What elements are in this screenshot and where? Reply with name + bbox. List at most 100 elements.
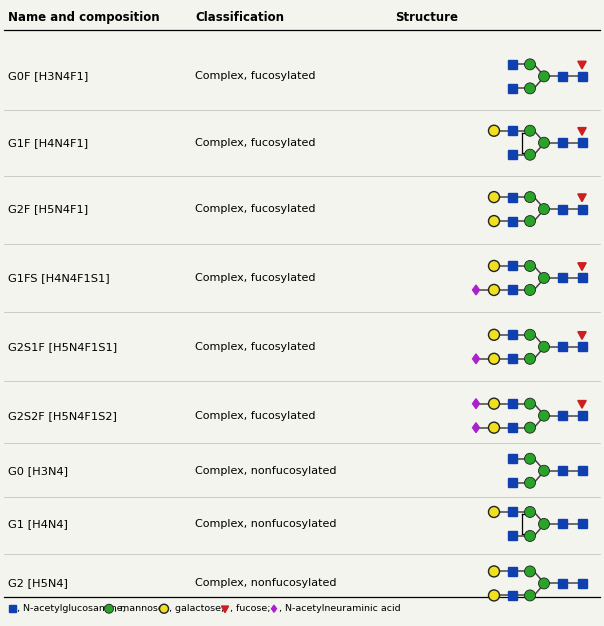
Bar	[577, 205, 586, 213]
Circle shape	[489, 422, 500, 433]
Circle shape	[489, 506, 500, 518]
Bar	[507, 126, 516, 135]
Circle shape	[524, 398, 536, 409]
Polygon shape	[472, 423, 480, 433]
Bar	[557, 72, 567, 81]
Bar	[577, 520, 586, 528]
Text: , galactose;: , galactose;	[169, 604, 224, 613]
Text: G2S2F [H5N4F1S2]: G2S2F [H5N4F1S2]	[8, 411, 117, 421]
Text: G2S1F [H5N4F1S1]: G2S1F [H5N4F1S1]	[8, 342, 117, 352]
Polygon shape	[578, 194, 586, 202]
Text: Complex, nonfucosylated: Complex, nonfucosylated	[195, 519, 336, 529]
Circle shape	[524, 284, 536, 295]
Bar	[507, 531, 516, 540]
Circle shape	[489, 215, 500, 227]
Circle shape	[524, 260, 536, 272]
Circle shape	[159, 604, 169, 613]
Polygon shape	[578, 61, 586, 69]
Text: Structure: Structure	[395, 11, 458, 24]
Bar	[507, 193, 516, 202]
Circle shape	[524, 353, 536, 364]
Polygon shape	[472, 285, 480, 295]
Circle shape	[524, 192, 536, 203]
Text: Classification: Classification	[195, 11, 284, 24]
Circle shape	[524, 59, 536, 70]
Circle shape	[524, 590, 536, 601]
Text: Complex, fucosylated: Complex, fucosylated	[195, 273, 315, 283]
Bar	[507, 454, 516, 463]
Text: , mannose;: , mannose;	[114, 604, 167, 613]
Polygon shape	[472, 399, 480, 409]
Text: G1F [H4N4F1]: G1F [H4N4F1]	[8, 138, 88, 148]
Circle shape	[539, 137, 550, 148]
Circle shape	[489, 284, 500, 295]
Bar	[507, 423, 516, 432]
Circle shape	[539, 518, 550, 530]
Text: Complex, nonfucosylated: Complex, nonfucosylated	[195, 578, 336, 588]
Text: G1 [H4N4]: G1 [H4N4]	[8, 519, 68, 529]
Bar	[557, 466, 567, 475]
Text: Complex, fucosylated: Complex, fucosylated	[195, 138, 315, 148]
Polygon shape	[272, 605, 277, 612]
Circle shape	[524, 477, 536, 488]
Text: G1FS [H4N4F1S1]: G1FS [H4N4F1S1]	[8, 273, 109, 283]
Bar	[507, 508, 516, 516]
Bar	[507, 285, 516, 294]
Bar	[8, 605, 16, 612]
Text: , fucose;: , fucose;	[230, 604, 271, 613]
Bar	[507, 150, 516, 159]
Text: Complex, fucosylated: Complex, fucosylated	[195, 342, 315, 352]
Circle shape	[539, 272, 550, 284]
Circle shape	[489, 192, 500, 203]
Polygon shape	[578, 128, 586, 135]
Text: G0 [H3N4]: G0 [H3N4]	[8, 466, 68, 476]
Circle shape	[489, 566, 500, 577]
Bar	[577, 342, 586, 351]
Circle shape	[104, 604, 114, 613]
Bar	[507, 567, 516, 576]
Circle shape	[524, 422, 536, 433]
Text: Complex, fucosylated: Complex, fucosylated	[195, 71, 315, 81]
Bar	[507, 354, 516, 363]
Bar	[507, 217, 516, 225]
Bar	[507, 331, 516, 339]
Circle shape	[489, 260, 500, 272]
Text: G0F [H3N4F1]: G0F [H3N4F1]	[8, 71, 88, 81]
Text: Name and composition: Name and composition	[8, 11, 159, 24]
Circle shape	[524, 215, 536, 227]
Bar	[507, 84, 516, 93]
Circle shape	[524, 149, 536, 160]
Text: G2 [H5N4]: G2 [H5N4]	[8, 578, 68, 588]
Circle shape	[524, 506, 536, 518]
Bar	[557, 411, 567, 420]
Circle shape	[524, 329, 536, 341]
Bar	[557, 274, 567, 282]
Circle shape	[489, 398, 500, 409]
Circle shape	[524, 125, 536, 136]
Text: Complex, nonfucosylated: Complex, nonfucosylated	[195, 466, 336, 476]
Bar	[577, 411, 586, 420]
Circle shape	[539, 341, 550, 352]
Circle shape	[489, 353, 500, 364]
Bar	[577, 138, 586, 147]
Polygon shape	[222, 606, 228, 613]
Bar	[577, 274, 586, 282]
Bar	[507, 262, 516, 270]
Bar	[507, 478, 516, 487]
Circle shape	[524, 83, 536, 94]
Polygon shape	[578, 263, 586, 270]
Circle shape	[539, 71, 550, 82]
Circle shape	[539, 465, 550, 476]
Polygon shape	[578, 401, 586, 408]
Bar	[557, 579, 567, 588]
Text: , N-acetylneuraminic acid: , N-acetylneuraminic acid	[279, 604, 400, 613]
Circle shape	[524, 566, 536, 577]
Polygon shape	[578, 332, 586, 339]
Text: G2F [H5N4F1]: G2F [H5N4F1]	[8, 204, 88, 214]
Polygon shape	[472, 354, 480, 364]
Text: Complex, fucosylated: Complex, fucosylated	[195, 204, 315, 214]
Circle shape	[489, 590, 500, 601]
Circle shape	[524, 453, 536, 464]
Bar	[557, 520, 567, 528]
Circle shape	[539, 410, 550, 421]
